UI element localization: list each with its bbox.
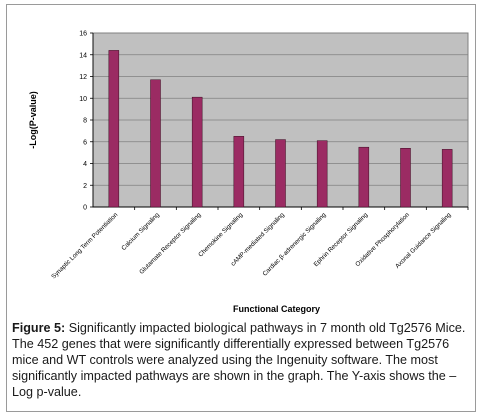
x-tick-labels: Synaptic Long Term Potentiation Calcium S…: [50, 211, 453, 280]
y-tick-labels: 0 2 4 6 8 10 12 14 16: [79, 31, 87, 212]
y-axis-label: -Log(P-value): [28, 91, 38, 149]
bars: [108, 50, 453, 208]
bar: [275, 139, 286, 208]
bar: [108, 50, 120, 208]
bar-chart: 0 2 4 6 8 10 12 14 16 Synaptic Long Term Potenti…: [28, 31, 469, 314]
y-tick-label: 2: [83, 183, 87, 190]
y-tick-label: 0: [83, 205, 87, 212]
bar: [358, 146, 370, 208]
bar: [233, 136, 245, 208]
caption-text: Significantly impacted biological pathwa…: [12, 321, 466, 399]
y-tick-label: 14: [79, 52, 87, 59]
bar: [441, 149, 453, 208]
y-tick-label: 10: [79, 96, 87, 103]
x-tick-label: Calcium Signaling: [120, 211, 161, 252]
x-tick-label: Chemokine Signaling: [197, 211, 244, 258]
figure-caption: Figure 5: Significantly impacted biologi…: [12, 320, 474, 400]
bar: [400, 148, 411, 208]
caption-label: Figure 5:: [12, 321, 66, 335]
bar: [150, 79, 161, 208]
y-tick-label: 12: [79, 74, 87, 81]
y-tick-label: 6: [83, 139, 87, 146]
bar: [191, 96, 203, 208]
x-tick-label: Synaptic Long Term Potentiation: [50, 211, 119, 280]
x-axis-label: Functional Category: [233, 304, 320, 314]
y-tick-label: 8: [83, 118, 87, 125]
y-tick-label: 16: [79, 31, 87, 38]
bar: [316, 140, 328, 208]
y-tick-label: 4: [83, 161, 87, 168]
